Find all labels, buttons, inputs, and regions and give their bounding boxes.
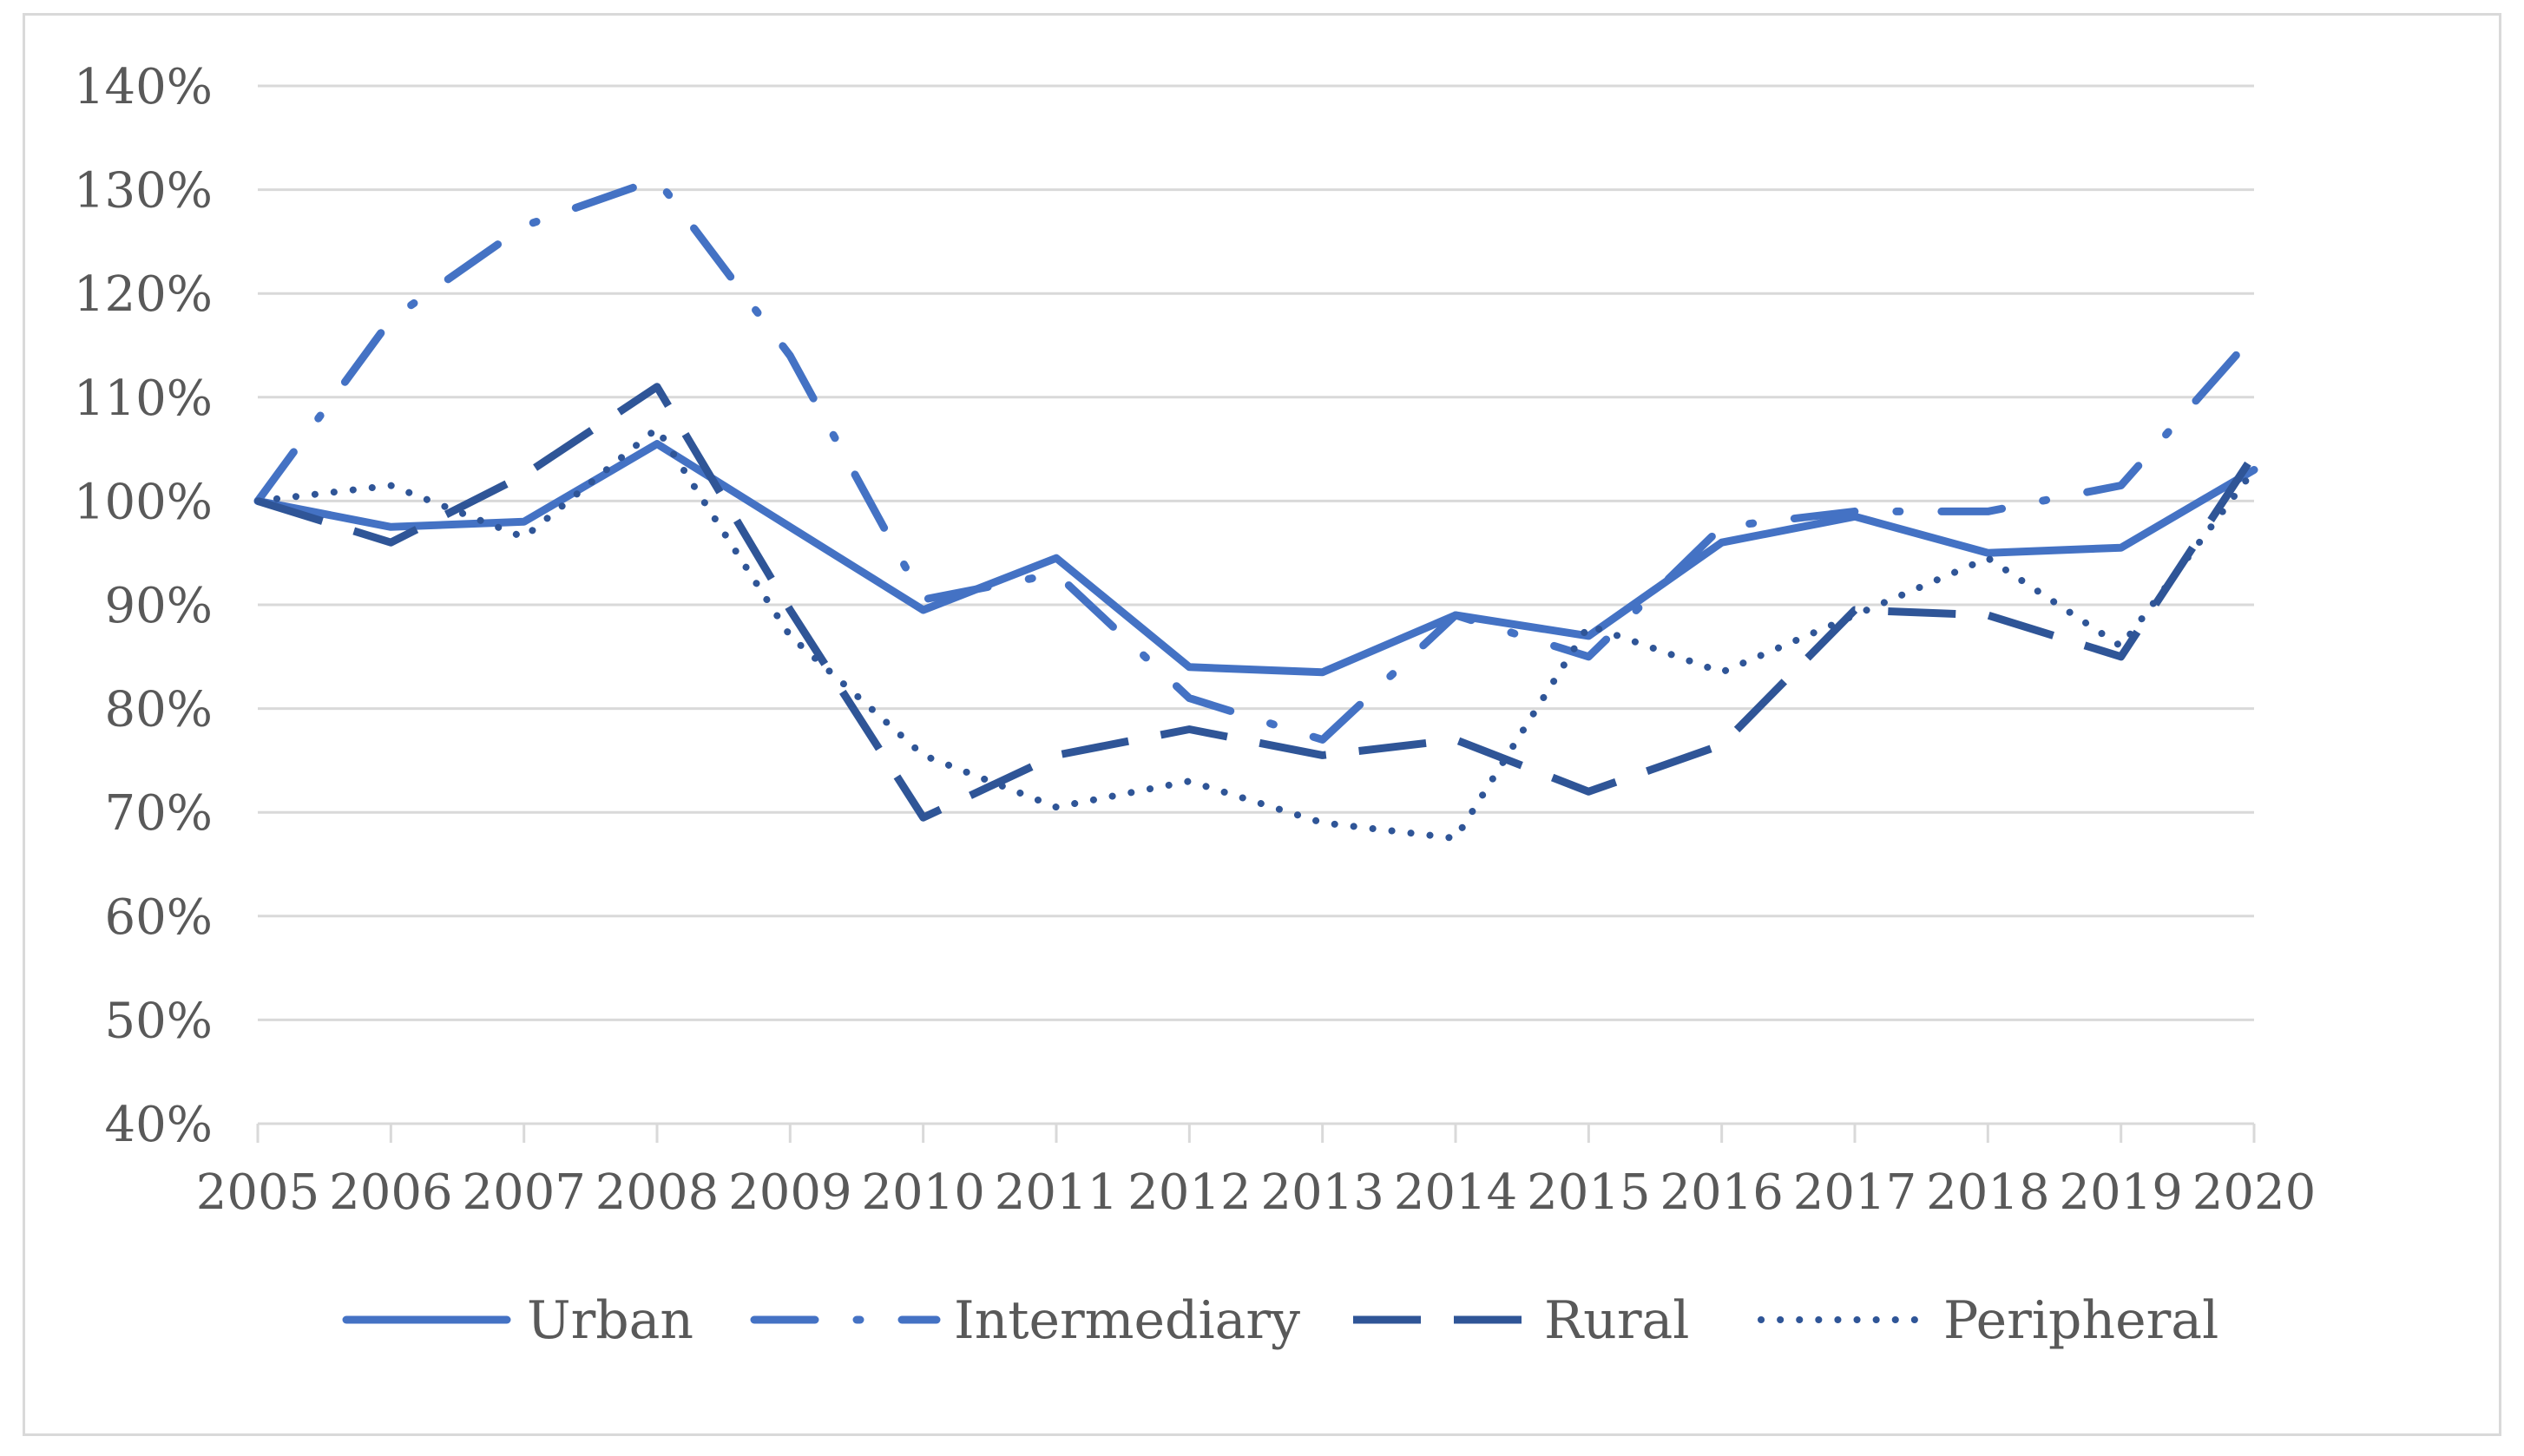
x-tick-label: 2007: [462, 1164, 586, 1221]
y-tick-label: 100%: [74, 474, 213, 530]
y-tick-label: 70%: [105, 785, 213, 842]
y-tick-label: 40%: [105, 1097, 213, 1153]
x-tick-label: 2010: [861, 1164, 985, 1221]
y-tick-label: 130%: [74, 163, 213, 220]
chart-frame: 40% 50% 60% 70% 80% 90% 100% 110% 120% 130% 140% 2…: [23, 13, 2501, 1436]
legend-label: Peripheral: [1943, 1290, 2218, 1351]
x-tick-label: 2009: [728, 1164, 852, 1221]
y-tick-label: 110%: [74, 371, 213, 427]
x-tick-label: 2014: [1394, 1164, 1518, 1221]
x-tick-label: 2005: [196, 1164, 320, 1221]
series-line-intermediary: [253, 175, 2258, 744]
x-tick-label: 2018: [1926, 1164, 2050, 1221]
series-line-peripheral: [254, 424, 2258, 843]
series-line-rural: [256, 383, 2258, 822]
x-axis: 2005 2006 2007 2008 2009 2010 2011 2012 2013 2014…: [196, 1122, 2317, 1221]
x-tick-label: 2015: [1527, 1164, 1651, 1221]
x-tick-label: 2017: [1793, 1164, 1917, 1221]
y-tick-label: 120%: [74, 266, 213, 323]
x-tick-label: 2011: [995, 1164, 1119, 1221]
x-tick-label: 2012: [1127, 1164, 1252, 1221]
x-tick-label: 2020: [2192, 1164, 2317, 1221]
x-tick-label: 2006: [329, 1164, 453, 1221]
y-tick-label: 60%: [105, 889, 213, 946]
x-tick-label: 2019: [2059, 1164, 2183, 1221]
x-tick-label: 2016: [1660, 1164, 1784, 1221]
y-tick-label: 90%: [105, 578, 213, 634]
series-line-urban: [253, 440, 2258, 677]
gridlines: [258, 84, 2254, 1021]
x-tick-label: 2013: [1260, 1164, 1384, 1221]
line-chart: 40% 50% 60% 70% 80% 90% 100% 110% 120% 130% 140% 2…: [74, 59, 2317, 1351]
legend-label: Urban: [527, 1290, 693, 1351]
legend-label: Rural: [1544, 1290, 1689, 1351]
y-axis-ticks: 40% 50% 60% 70% 80% 90% 100% 110% 120% 130% 140%: [74, 59, 213, 1153]
legend-label: Intermediary: [954, 1290, 1300, 1351]
y-tick-label: 80%: [105, 682, 213, 738]
x-tick-label: 2008: [595, 1164, 720, 1221]
y-tick-label: 50%: [105, 993, 213, 1049]
legend: Urban Intermediary Rural Peripheral: [342, 1290, 2218, 1351]
series-lines: [253, 175, 2258, 843]
y-tick-label: 140%: [74, 59, 213, 115]
